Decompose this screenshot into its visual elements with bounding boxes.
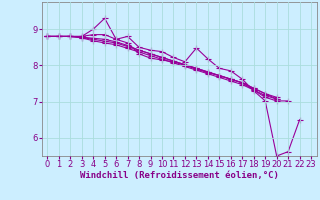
X-axis label: Windchill (Refroidissement éolien,°C): Windchill (Refroidissement éolien,°C) [80,171,279,180]
